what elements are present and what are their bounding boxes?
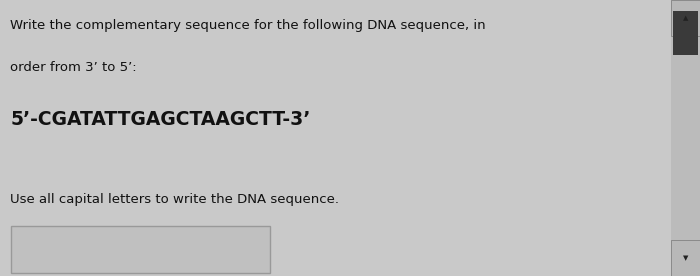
Text: Write the complementary sequence for the following DNA sequence, in: Write the complementary sequence for the… [10, 19, 486, 32]
Text: 5’-CGATATTGAGCTAAGCTT-3’: 5’-CGATATTGAGCTAAGCTT-3’ [10, 110, 311, 129]
Text: Use all capital letters to write the DNA sequence.: Use all capital letters to write the DNA… [10, 193, 340, 206]
Bar [673, 11, 698, 55]
Bar [10, 226, 270, 273]
Bar [671, 0, 700, 36]
Bar [671, 0, 700, 276]
Text: ▲: ▲ [682, 15, 688, 21]
Text: ▼: ▼ [682, 255, 688, 261]
Text: order from 3’ to 5’:: order from 3’ to 5’: [10, 61, 137, 74]
Bar [671, 240, 700, 276]
